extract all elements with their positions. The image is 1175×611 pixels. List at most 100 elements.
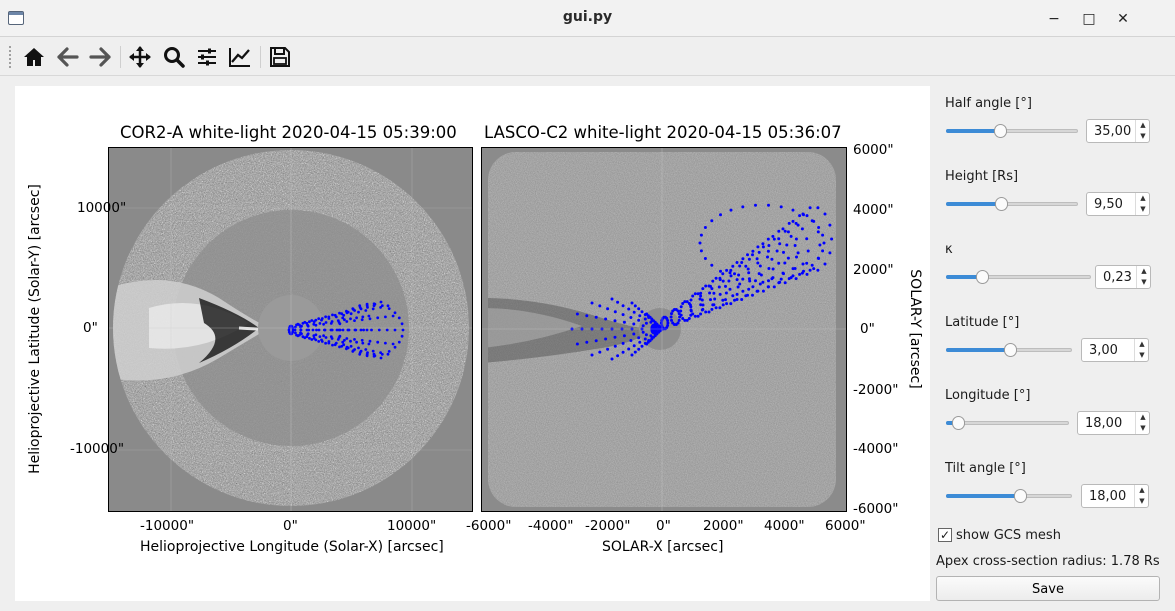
slider-handle[interactable] [952, 416, 965, 430]
mesh-point [365, 328, 369, 332]
minimize-button[interactable]: − [1043, 8, 1065, 30]
show-gcs-mesh-checkbox[interactable]: ✓ [938, 528, 952, 542]
home-button[interactable] [20, 43, 48, 71]
mesh-point [317, 328, 321, 332]
mesh-point [798, 214, 802, 218]
param-slider[interactable] [946, 268, 1091, 286]
apex-radius-text: Apex cross-section radius: 1.78 Rs [936, 554, 1160, 569]
param-slider[interactable] [946, 414, 1069, 432]
maximize-button[interactable]: □ [1078, 8, 1100, 30]
mesh-point [637, 318, 641, 322]
param-spinbox[interactable]: 35,00 ▲ ▼ [1086, 119, 1150, 143]
mesh-point [594, 339, 598, 343]
mesh-point [613, 335, 617, 339]
toolbar-grip[interactable] [8, 45, 12, 69]
configure-subplots-button[interactable] [193, 43, 221, 71]
mesh-point [310, 319, 314, 322]
mesh-point [751, 249, 755, 253]
param-spinbox[interactable]: 3,00 ▲ ▼ [1081, 338, 1149, 362]
spin-up-icon[interactable]: ▲ [1139, 340, 1145, 348]
slider-handle[interactable] [976, 270, 989, 284]
param-slider[interactable] [946, 487, 1072, 505]
spinbox-value[interactable]: 3,00 [1089, 343, 1118, 358]
slider-handle[interactable] [1014, 489, 1027, 503]
mesh-point [604, 337, 608, 341]
spinbox-value[interactable]: 18,00 [1089, 489, 1127, 504]
mesh-point [368, 317, 372, 321]
slider-handle[interactable] [994, 124, 1007, 138]
mesh-point [371, 307, 375, 311]
mesh-point [729, 302, 733, 306]
mesh-point [641, 330, 645, 334]
mesh-point [331, 313, 334, 317]
spin-up-icon[interactable]: ▲ [1140, 413, 1146, 421]
mesh-point [384, 341, 387, 345]
param-label: Height [Rs] [945, 169, 1019, 184]
mesh-point [333, 343, 337, 347]
mesh-point [670, 312, 673, 316]
mesh-point [757, 250, 761, 254]
left-ytick: 0" [83, 320, 98, 336]
spin-down-icon[interactable]: ▼ [1139, 497, 1145, 505]
mesh-point [698, 241, 702, 245]
mesh-point [725, 302, 729, 306]
forward-button[interactable] [86, 43, 114, 71]
checkmark-icon: ✓ [939, 528, 951, 542]
spin-down-icon[interactable]: ▼ [1139, 351, 1145, 359]
mesh-point [698, 297, 702, 301]
param-slider[interactable] [946, 122, 1078, 140]
edit-axis-button[interactable] [226, 43, 254, 71]
spin-down-icon[interactable]: ▼ [1140, 132, 1146, 140]
mesh-point [359, 349, 363, 353]
spin-up-icon[interactable]: ▲ [1139, 486, 1145, 494]
slider-handle[interactable] [1004, 343, 1017, 357]
spinbox-value[interactable]: 35,00 [1094, 124, 1132, 139]
spinbox-value[interactable]: 9,50 [1094, 197, 1123, 212]
mesh-point [710, 307, 714, 311]
spin-down-icon[interactable]: ▼ [1141, 278, 1147, 286]
save-button[interactable]: Save [936, 576, 1160, 601]
figure-canvas[interactable]: COR2-A white-light 2020-04-15 05:39:00 [15, 86, 930, 601]
mesh-point [767, 244, 771, 247]
mesh-point [306, 323, 309, 327]
param-label: κ [945, 242, 953, 257]
mesh-point [714, 276, 718, 280]
slider-fill [946, 275, 982, 279]
spin-up-icon[interactable]: ▲ [1141, 267, 1147, 275]
back-button[interactable] [54, 43, 82, 71]
right-plot-axes[interactable] [481, 147, 847, 512]
param-spinbox[interactable]: 0,23 ▲ ▼ [1095, 265, 1151, 289]
spinbox-value[interactable]: 0,23 [1103, 270, 1132, 285]
mesh-point [802, 269, 805, 273]
spin-up-icon[interactable]: ▲ [1140, 121, 1146, 129]
mesh-point [794, 277, 798, 281]
mesh-point [645, 342, 649, 346]
pan-button[interactable] [126, 43, 154, 71]
mesh-point [340, 344, 344, 348]
spin-up-icon[interactable]: ▲ [1140, 194, 1146, 202]
spin-down-icon[interactable]: ▼ [1140, 424, 1146, 432]
save-figure-button[interactable] [266, 43, 294, 71]
back-icon [57, 47, 79, 67]
mesh-point [708, 291, 712, 295]
param-spinbox[interactable]: 18,00 ▲ ▼ [1081, 484, 1149, 508]
mesh-point [397, 340, 401, 344]
mesh-point [358, 304, 362, 308]
right-ytick: 4000" [853, 202, 894, 218]
zoom-button[interactable] [160, 43, 188, 71]
slider-handle[interactable] [995, 197, 1008, 211]
mesh-point [632, 322, 636, 326]
spinbox-value[interactable]: 18,00 [1085, 416, 1123, 431]
param-spinbox[interactable]: 9,50 ▲ ▼ [1086, 192, 1150, 216]
param-label: Half angle [°] [945, 96, 1032, 111]
left-plot-axes[interactable] [108, 147, 473, 512]
mesh-point [767, 279, 770, 283]
param-slider[interactable] [946, 195, 1078, 213]
spin-down-icon[interactable]: ▼ [1140, 205, 1146, 213]
param-spinbox[interactable]: 18,00 ▲ ▼ [1077, 411, 1150, 435]
mesh-point [301, 335, 305, 339]
close-button[interactable]: ✕ [1112, 8, 1134, 30]
mesh-point [691, 294, 695, 298]
param-slider[interactable] [946, 341, 1072, 359]
mesh-point [384, 315, 387, 319]
